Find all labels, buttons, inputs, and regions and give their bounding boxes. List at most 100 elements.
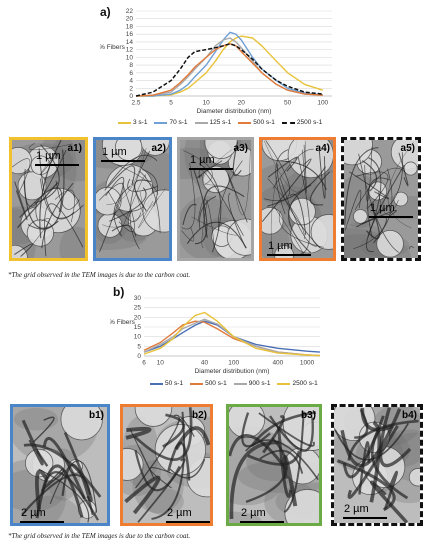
tem-scale-label: 2 µm — [21, 507, 46, 519]
tem-scale-label: 2 µm — [167, 507, 192, 519]
chart-a-x-tick-label: 50 — [284, 100, 292, 107]
tem-panel-tag: a4) — [315, 143, 330, 154]
tem-panel-tag: b4) — [402, 410, 417, 421]
tem-scale-bar — [101, 160, 145, 162]
chart-b-y-tick-label: 5 — [137, 343, 141, 350]
tem-scale-label: 1 µm — [36, 150, 61, 162]
chart-a-series-line-1 — [136, 35, 324, 97]
tem-scale-label: 1 µm — [268, 240, 293, 252]
chart-b-legend-item: 900 s-1 — [233, 380, 271, 387]
tem-panel-b2: b2) 2 µm — [120, 404, 213, 526]
chart-b-legend-swatch — [233, 382, 247, 385]
chart-a-y-tick-label: 0 — [129, 93, 133, 100]
chart-b-legend-label: 2500 s-1 — [292, 380, 318, 387]
chart-b-y-tick-label: 30 — [134, 295, 142, 302]
chart-b-legend-item: 2500 s-1 — [277, 380, 318, 387]
chart-a-y-tick-label: 12 — [126, 47, 134, 54]
tem-micrograph — [123, 407, 210, 523]
tem-panel-tag: a3) — [233, 143, 248, 154]
tem-micrograph — [229, 407, 319, 523]
figure-b-note: *The grid observed in the TEM images is … — [8, 532, 191, 540]
chart-a-y-tick-label: 14 — [126, 39, 134, 46]
chart-a-series-line-3 — [135, 37, 323, 97]
chart-b-legend-item: 50 s-1 — [150, 380, 183, 387]
chart-a-x-tick-label: 100 — [317, 100, 328, 107]
tem-panel-a4: a4) 1 µm — [259, 137, 336, 261]
chart-b-x-tick-label: 100 — [228, 360, 239, 367]
chart-a-y-tick-label: 8 — [129, 62, 133, 69]
chart-a-legend-swatch — [238, 121, 252, 124]
chart-b: 0 5 10 15 20 25 30 6 10 40 100 400 1000 Diameter dist… — [110, 295, 321, 375]
tem-panel-b4: b4) 2 µm — [331, 404, 423, 526]
tem-panel-tag: a1) — [67, 143, 82, 154]
chart-b-y-axis-title: % Fibers — [110, 319, 136, 326]
chart-a-y-tick-label: 4 — [129, 78, 133, 85]
chart-a-x-tick-label: 5 — [169, 100, 173, 107]
tem-micrograph — [12, 140, 85, 258]
chart-a-legend-item: 2500 s-1 — [281, 119, 323, 126]
chart-b-y-tick-label: 25 — [134, 305, 142, 312]
chart-b-legend-swatch — [277, 382, 291, 385]
tem-panel-tag: a2) — [151, 143, 166, 154]
chart-a-legend-swatch — [154, 121, 168, 124]
tem-scale-label: 2 µm — [344, 503, 369, 515]
chart-b-x-tick-label: 6 — [142, 360, 146, 367]
tem-panel-a3: a3) 1 µm — [177, 137, 254, 261]
chart-b-x-tick-label: 10 — [157, 360, 165, 367]
figure-b-label: b) — [113, 285, 125, 299]
tem-panel-a5: a5) 1 µm — [341, 137, 421, 261]
chart-b-legend-item: 500 s-1 — [190, 380, 227, 387]
figure-a-label: a) — [100, 5, 111, 19]
tem-panel-a1: a1) 1 µm — [9, 137, 88, 261]
chart-a-y-tick-label: 22 — [126, 8, 134, 15]
chart-b-x-tick-label: 40 — [201, 360, 209, 367]
chart-a-x-tick-label: 2.5 — [131, 100, 140, 107]
chart-b-y-tick-label: 10 — [134, 334, 142, 341]
chart-b-x-tick-label: 400 — [272, 360, 283, 367]
chart-a-legend-item: 3 s-1 — [118, 119, 147, 126]
tem-panel-tag: a5) — [400, 143, 415, 154]
tem-scale-bar — [166, 521, 210, 523]
chart-a-y-tick-label: 2 — [129, 85, 133, 92]
chart-a-legend-swatch — [281, 121, 295, 124]
chart-b-y-tick-label: 15 — [134, 324, 142, 331]
chart-b-legend-label: 900 s-1 — [248, 380, 271, 387]
tem-scale-bar — [35, 164, 79, 166]
tem-micrograph — [334, 407, 420, 523]
chart-b-y-tick-label: 0 — [137, 353, 141, 360]
chart-b-series-line-3 — [143, 318, 321, 357]
chart-a-y-tick-label: 10 — [126, 54, 134, 61]
tem-micrograph — [262, 140, 333, 258]
chart-a-legend-label: 3 s-1 — [133, 119, 148, 126]
tem-micrograph — [13, 407, 107, 523]
tem-micrograph — [180, 140, 251, 258]
chart-a-y-tick-label: 18 — [126, 23, 134, 30]
chart-b-legend-swatch — [190, 382, 204, 385]
figure-a-note: *The grid observed in the TEM images is … — [8, 271, 191, 279]
chart-a-y-axis-title: % Fibers — [100, 44, 126, 51]
chart-a-legend-item: 70 s-1 — [154, 119, 188, 126]
chart-a-legend: 3 s-1 70 s-1 125 s-1 500 s-1 2500 s-1 — [118, 119, 329, 126]
chart-a-legend-swatch — [118, 121, 131, 124]
tem-scale-bar — [189, 168, 233, 170]
tem-panel-tag: b3) — [301, 410, 316, 421]
tem-panel-b1: b1) 2 µm — [10, 404, 110, 526]
chart-b-x-tick-label: 1000 — [300, 360, 315, 367]
tem-scale-bar — [343, 517, 387, 519]
chart-a-legend-label: 2500 s-1 — [296, 119, 323, 126]
chart-a-legend-item: 500 s-1 — [238, 119, 275, 126]
tem-scale-bar — [20, 521, 64, 523]
chart-a-y-tick-label: 6 — [129, 70, 133, 77]
chart-a-x-tick-label: 20 — [238, 100, 246, 107]
chart-b-legend-swatch — [150, 382, 163, 385]
chart-a-series-line-5 — [135, 43, 323, 97]
chart-a-legend-label: 125 s-1 — [209, 119, 232, 126]
chart-b-legend-label: 500 s-1 — [205, 380, 227, 387]
tem-panel-a2: a2) 1 µm — [93, 137, 172, 261]
tem-scale-label: 1 µm — [370, 202, 395, 214]
chart-a-x-tick-label: 10 — [203, 100, 211, 107]
chart-b-legend: 50 s-1 500 s-1 900 s-1 2500 s-1 — [150, 380, 325, 387]
chart-b-legend-label: 50 s-1 — [165, 380, 184, 387]
chart-a-y-tick-label: 20 — [126, 16, 134, 23]
